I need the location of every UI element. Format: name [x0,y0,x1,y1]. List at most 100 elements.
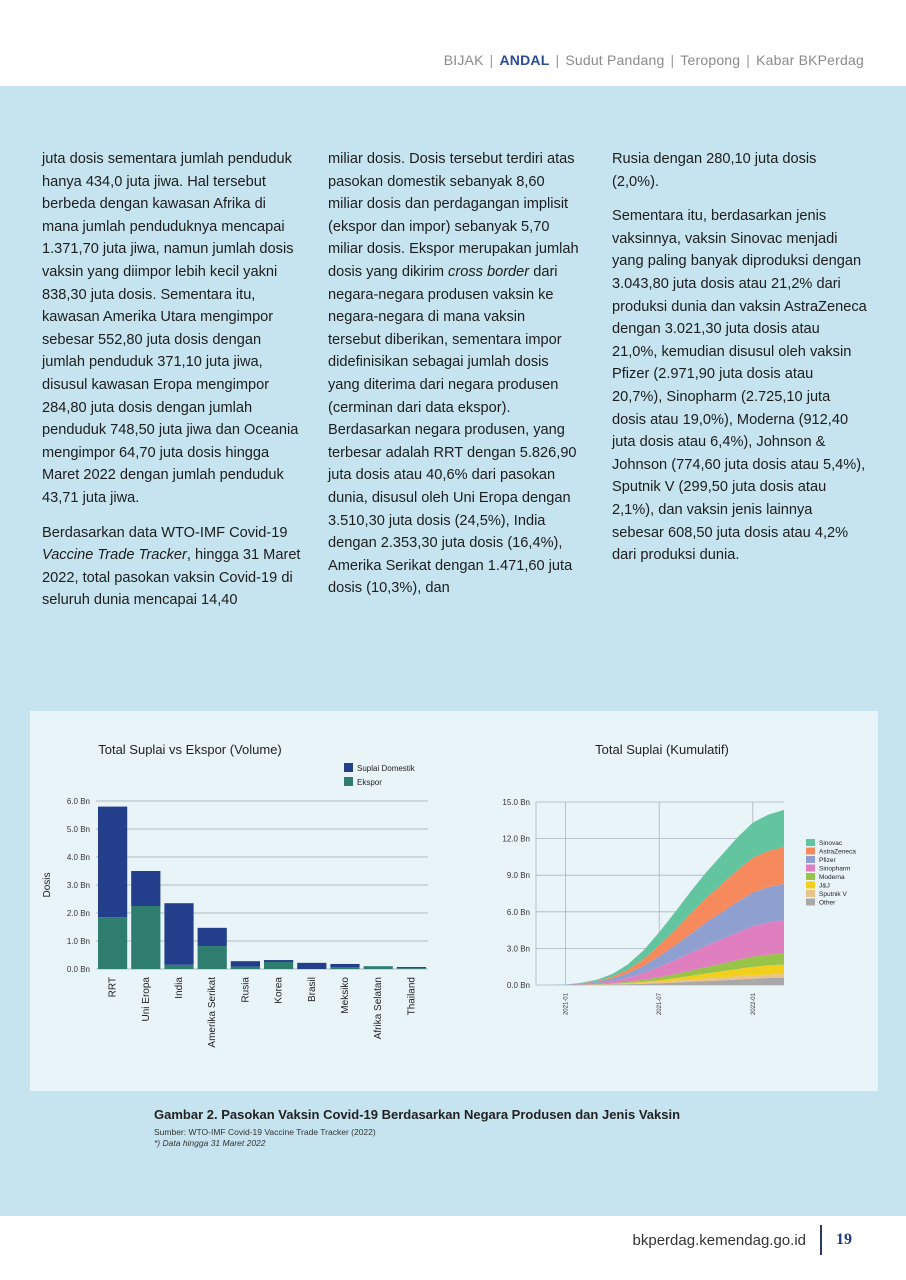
chart2-xtick-label: 2021-07 [657,992,663,1015]
chart1-bar-suplai-domestik [97,806,128,918]
paragraph: miliar dosis. Dosis tersebut terdiri ata… [328,151,579,597]
chart1-bar-suplai-domestik [263,960,294,962]
chart1-bar-suplai-domestik [131,871,161,906]
chart2-legend-swatch [806,873,815,880]
footer-url[interactable]: bkperdag.kemendag.go.id [632,1231,806,1249]
chart1-ytick-label: 2.0 Bn [67,909,90,918]
chart2-area-sinovac [550,809,784,985]
chart1-xtick-label: Meksiko [340,977,351,1014]
figure-panel: Total Suplai vs Ekspor (Volume) 0.0 Bn 1.0… [30,711,878,1091]
chart2-ytick-label: 6.0 Bn [507,908,530,917]
footer-divider [820,1225,822,1255]
chart2-legend-label: J&J [819,883,830,890]
chart2-xtick-label: 2022-01 [751,992,757,1015]
chart1-xtick-label: India [174,977,185,999]
chart1-bar-ekspor [97,917,128,969]
chart2-legend-label: Moderna [819,874,845,881]
page-number: 19 [836,1231,852,1248]
chart2-ytick-label: 3.0 Bn [507,944,530,953]
chart2-area-moderna [550,953,784,985]
chart1-xtick-label: Amerika Serikat [207,977,218,1048]
text-column-3: Rusia dengan 280,10 juta dosis (2,0%). S… [612,148,867,579]
nav-separator: | [489,52,494,68]
text-column-2: miliar dosis. Dosis tersebut terdiri ata… [328,148,580,612]
paragraph: Berdasarkan data WTO-IMF Covid-19 Vaccin… [42,524,301,609]
chart2-legend-label: AstraZeneca [819,849,856,856]
chart1-legend-swatch [344,763,353,772]
nav-item-andal[interactable]: ANDAL [499,52,550,68]
chart2-area-other [550,977,784,985]
chart1-bar-suplai-domestik [297,962,327,969]
nav-item-teropong[interactable]: Teropong [680,52,741,68]
chart2-legend-swatch [806,890,815,897]
text-column-1: juta dosis sementara jumlah penduduk han… [42,148,304,624]
chart1-bar-ekspor [263,962,294,969]
chart2-legend-swatch [806,881,815,889]
chart1-legend-label: Ekspor [357,778,382,787]
figure-caption: Gambar 2. Pasokan Vaksin Covid-19 Berdas… [154,1107,854,1148]
nav-separator: | [670,52,675,68]
chart2-area-j-j [550,964,784,985]
paragraph: juta dosis sementara jumlah penduduk han… [42,151,299,506]
chart1-legend-label: Suplai Domestik [357,764,416,773]
chart1-ylabel: Dosis [42,872,53,897]
chart2-legend-swatch [806,856,815,863]
chart1-bar-suplai-domestik [197,927,227,947]
chart2-legend-label: Other [819,900,836,907]
chart1-ytick-label: 1.0 Bn [67,937,90,946]
chart2-title: Total Suplai (Kumulatif) [595,742,729,757]
chart2-area-sinopharm [550,920,784,985]
caption-source: Sumber: WTO-IMF Covid-19 Vaccine Trade T… [154,1127,376,1137]
caption-title: Gambar 2. Pasokan Vaksin Covid-19 Berdas… [154,1107,681,1122]
chart1-xtick-label: Thailand [406,977,417,1015]
chart2-ytick-label: 0.0 Bn [507,981,530,990]
chart1-ytick-label: 4.0 Bn [67,853,90,862]
chart2-legend-swatch [806,847,815,855]
chart1-xtick-label: Brasil [307,977,318,1002]
paragraph: Sementara itu, berdasarkan jenis vaksinn… [612,208,867,564]
chart1-bar-ekspor [131,906,161,969]
chart1-legend-swatch [344,777,353,786]
chart1-bar-suplai-domestik [396,967,427,969]
chart2-legend-label: Pfizer [819,857,836,864]
chart1-ytick-label: 5.0 Bn [67,825,90,834]
chart1-bar-ekspor [230,966,261,969]
chart1-bar-ekspor [363,966,393,969]
chart2-ytick-label: 9.0 Bn [507,871,530,880]
chart1-bar-suplai-domestik [330,963,360,968]
figure-charts: Total Suplai vs Ekspor (Volume) 0.0 Bn 1.0… [42,742,856,1048]
chart1-ytick-label: 6.0 Bn [67,797,90,806]
nav-item-sudut-pandang[interactable]: Sudut Pandang [565,52,665,68]
chart1-xtick-label: Rusia [240,977,251,1003]
chart2-legend-label: Sinovac [819,840,843,847]
paragraph: Rusia dengan 280,10 juta dosis (2,0%). [612,151,817,190]
chart2-legend-label: Sputnik V [819,891,847,898]
nav-item-kabar-bkperdag[interactable]: Kabar BKPerdag [756,52,864,68]
nav-item-bijak[interactable]: BIJAK [443,52,484,68]
chart2-legend-label: Sinopharm [819,866,850,873]
chart2-ytick-label: 15.0 Bn [502,798,530,807]
chart1-xtick-label: RRT [108,977,119,997]
chart2-area-pfizer [550,883,784,985]
chart2-xtick-label: 2021-01 [564,992,570,1015]
chart1-bar-suplai-domestik [164,903,194,965]
chart2-legend-swatch [806,898,815,906]
chart1-bar-ekspor [396,968,427,969]
chart1-bar-ekspor [197,946,227,969]
chart2-ytick-label: 12.0 Bn [502,835,530,844]
chart1-xtick-label: Afrika Selatan [373,977,384,1039]
nav-separator: | [555,52,560,68]
chart1-bar-ekspor [164,964,194,969]
caption-note: *) Data hingga 31 Maret 2022 [154,1138,266,1148]
chart2-legend-swatch [806,839,815,846]
nav-separator: | [746,52,751,68]
chart2-area-astrazeneca [550,847,784,985]
chart1-ytick-label: 3.0 Bn [67,881,90,890]
chart1-xtick-label: Korea [274,977,285,1004]
chart2-area-sputnik-v [550,973,784,985]
top-navigation: BIJAK | ANDAL | Sudut Pandang | Teropong | Kabar… [444,52,864,68]
chart2-legend-swatch [806,864,815,872]
page-footer: bkperdag.kemendag.go.id 19 [633,1225,852,1255]
chart1-ytick-label: 0.0 Bn [67,965,90,974]
chart1-bar-suplai-domestik [230,961,261,967]
